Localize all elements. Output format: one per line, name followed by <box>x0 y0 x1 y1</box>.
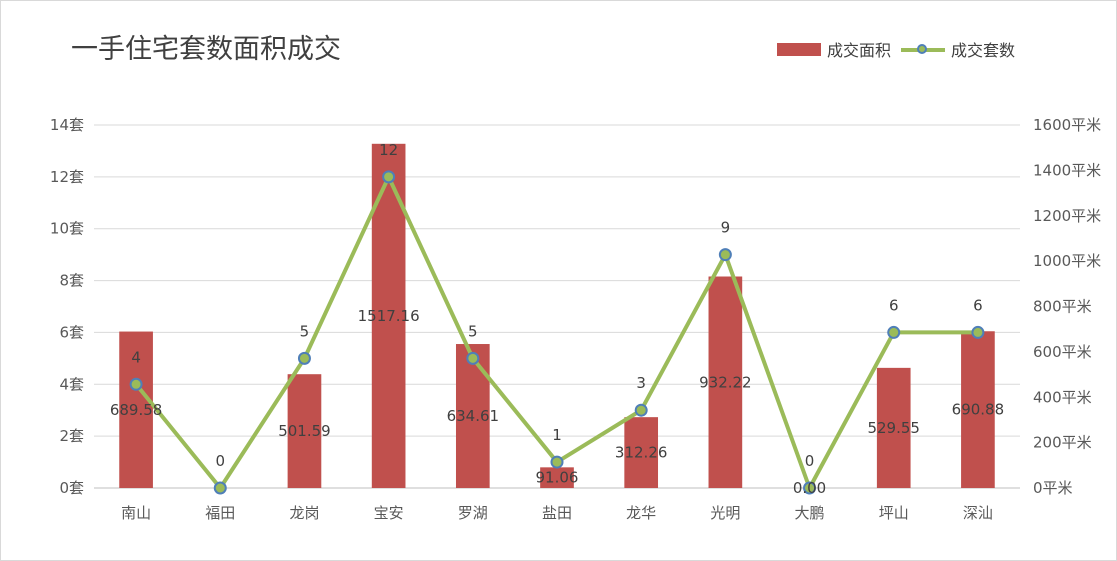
bar <box>455 344 490 488</box>
bar-data-label: 932.22 <box>699 373 752 391</box>
left-axis-tick-label: 8套 <box>59 272 84 290</box>
right-axis-tick-label: 600平米 <box>1033 343 1092 361</box>
line-data-label: 0 <box>805 452 815 470</box>
right-axis-tick-label: 1400平米 <box>1033 161 1101 179</box>
line-data-label: 6 <box>889 296 899 314</box>
x-axis-tick-label: 罗湖 <box>458 504 488 522</box>
bar-data-label: 529.55 <box>867 419 920 437</box>
left-axis-tick-label: 12套 <box>50 168 84 186</box>
line-data-label: 1 <box>552 426 562 444</box>
bar <box>287 374 322 488</box>
x-axis-tick-label: 坪山 <box>879 504 909 522</box>
line-point <box>718 248 732 262</box>
right-axis-tick-label: 1200平米 <box>1033 207 1101 225</box>
line-point <box>634 403 648 417</box>
bar <box>961 331 995 488</box>
bar-data-label: 634.61 <box>447 407 500 425</box>
line-point <box>382 170 396 184</box>
line-point <box>129 377 143 391</box>
bar-data-label: 501.59 <box>278 422 331 440</box>
right-axis-tick-label: 0平米 <box>1033 479 1073 497</box>
legend-swatch-line <box>901 43 946 56</box>
bar-data-label: 91.06 <box>536 469 579 487</box>
left-axis-tick-label: 2套 <box>59 427 84 445</box>
bar-data-label: 690.88 <box>952 401 1005 419</box>
line-data-label: 3 <box>636 374 646 392</box>
x-axis-tick-label: 盐田 <box>542 504 572 522</box>
legend: 成交面积 成交套数 <box>777 38 1025 60</box>
bar <box>708 276 743 488</box>
right-axis-tick-label: 1600平米 <box>1033 116 1101 134</box>
bar <box>876 367 911 488</box>
left-axis-tick-label: 0套 <box>59 479 84 497</box>
legend-item-count: 成交套数 <box>901 37 1015 61</box>
left-axis-tick-label: 14套 <box>50 116 84 134</box>
bar-data-label: 312.26 <box>615 444 668 462</box>
bar <box>119 331 153 488</box>
line-point <box>550 455 564 469</box>
x-axis-tick-label: 光明 <box>710 504 740 522</box>
chart-title: 一手住宅套数面积成交 <box>71 34 341 65</box>
right-axis-tick-label: 200平米 <box>1033 434 1092 452</box>
line-point <box>803 481 817 495</box>
x-axis-tick-label: 龙岗 <box>289 504 319 522</box>
bar-data-label: 0.00 <box>793 479 826 497</box>
line-data-label: 12 <box>379 141 398 159</box>
line-data-label: 0 <box>215 452 225 470</box>
x-axis-tick-label: 龙华 <box>626 504 656 522</box>
right-axis-tick-label: 1000平米 <box>1033 252 1101 270</box>
left-axis-tick-label: 10套 <box>50 220 84 238</box>
line-point <box>213 481 227 495</box>
legend-label-area: 成交面积 <box>827 41 892 60</box>
right-axis-tick-label: 400平米 <box>1033 388 1092 406</box>
line-data-label: 5 <box>468 322 478 340</box>
legend-swatch-bar <box>777 42 821 56</box>
line-point <box>971 325 985 339</box>
right-axis-tick-label: 800平米 <box>1033 298 1092 316</box>
line-point <box>297 351 311 365</box>
legend-label-count: 成交套数 <box>951 41 1016 60</box>
bar-data-label: 1517.16 <box>358 307 420 325</box>
x-axis-tick-label: 大鹏 <box>795 504 825 522</box>
line-data-label: 4 <box>131 348 141 366</box>
bar <box>624 417 659 488</box>
line-data-label: 5 <box>300 322 310 340</box>
line-data-label: 6 <box>973 296 983 314</box>
bar-data-label: 689.58 <box>110 401 163 419</box>
bar <box>540 467 574 488</box>
x-axis-tick-label: 南山 <box>121 504 151 522</box>
x-axis-tick-label: 深汕 <box>963 504 993 522</box>
legend-item-area: 成交面积 <box>777 37 891 61</box>
left-axis-tick-label: 4套 <box>59 375 84 393</box>
line-point <box>887 325 901 339</box>
left-axis-tick-label: 6套 <box>59 323 84 341</box>
line-point <box>466 351 480 365</box>
x-axis-tick-label: 宝安 <box>374 504 404 522</box>
line-data-label: 9 <box>721 219 731 237</box>
x-axis-tick-label: 福田 <box>205 504 235 522</box>
